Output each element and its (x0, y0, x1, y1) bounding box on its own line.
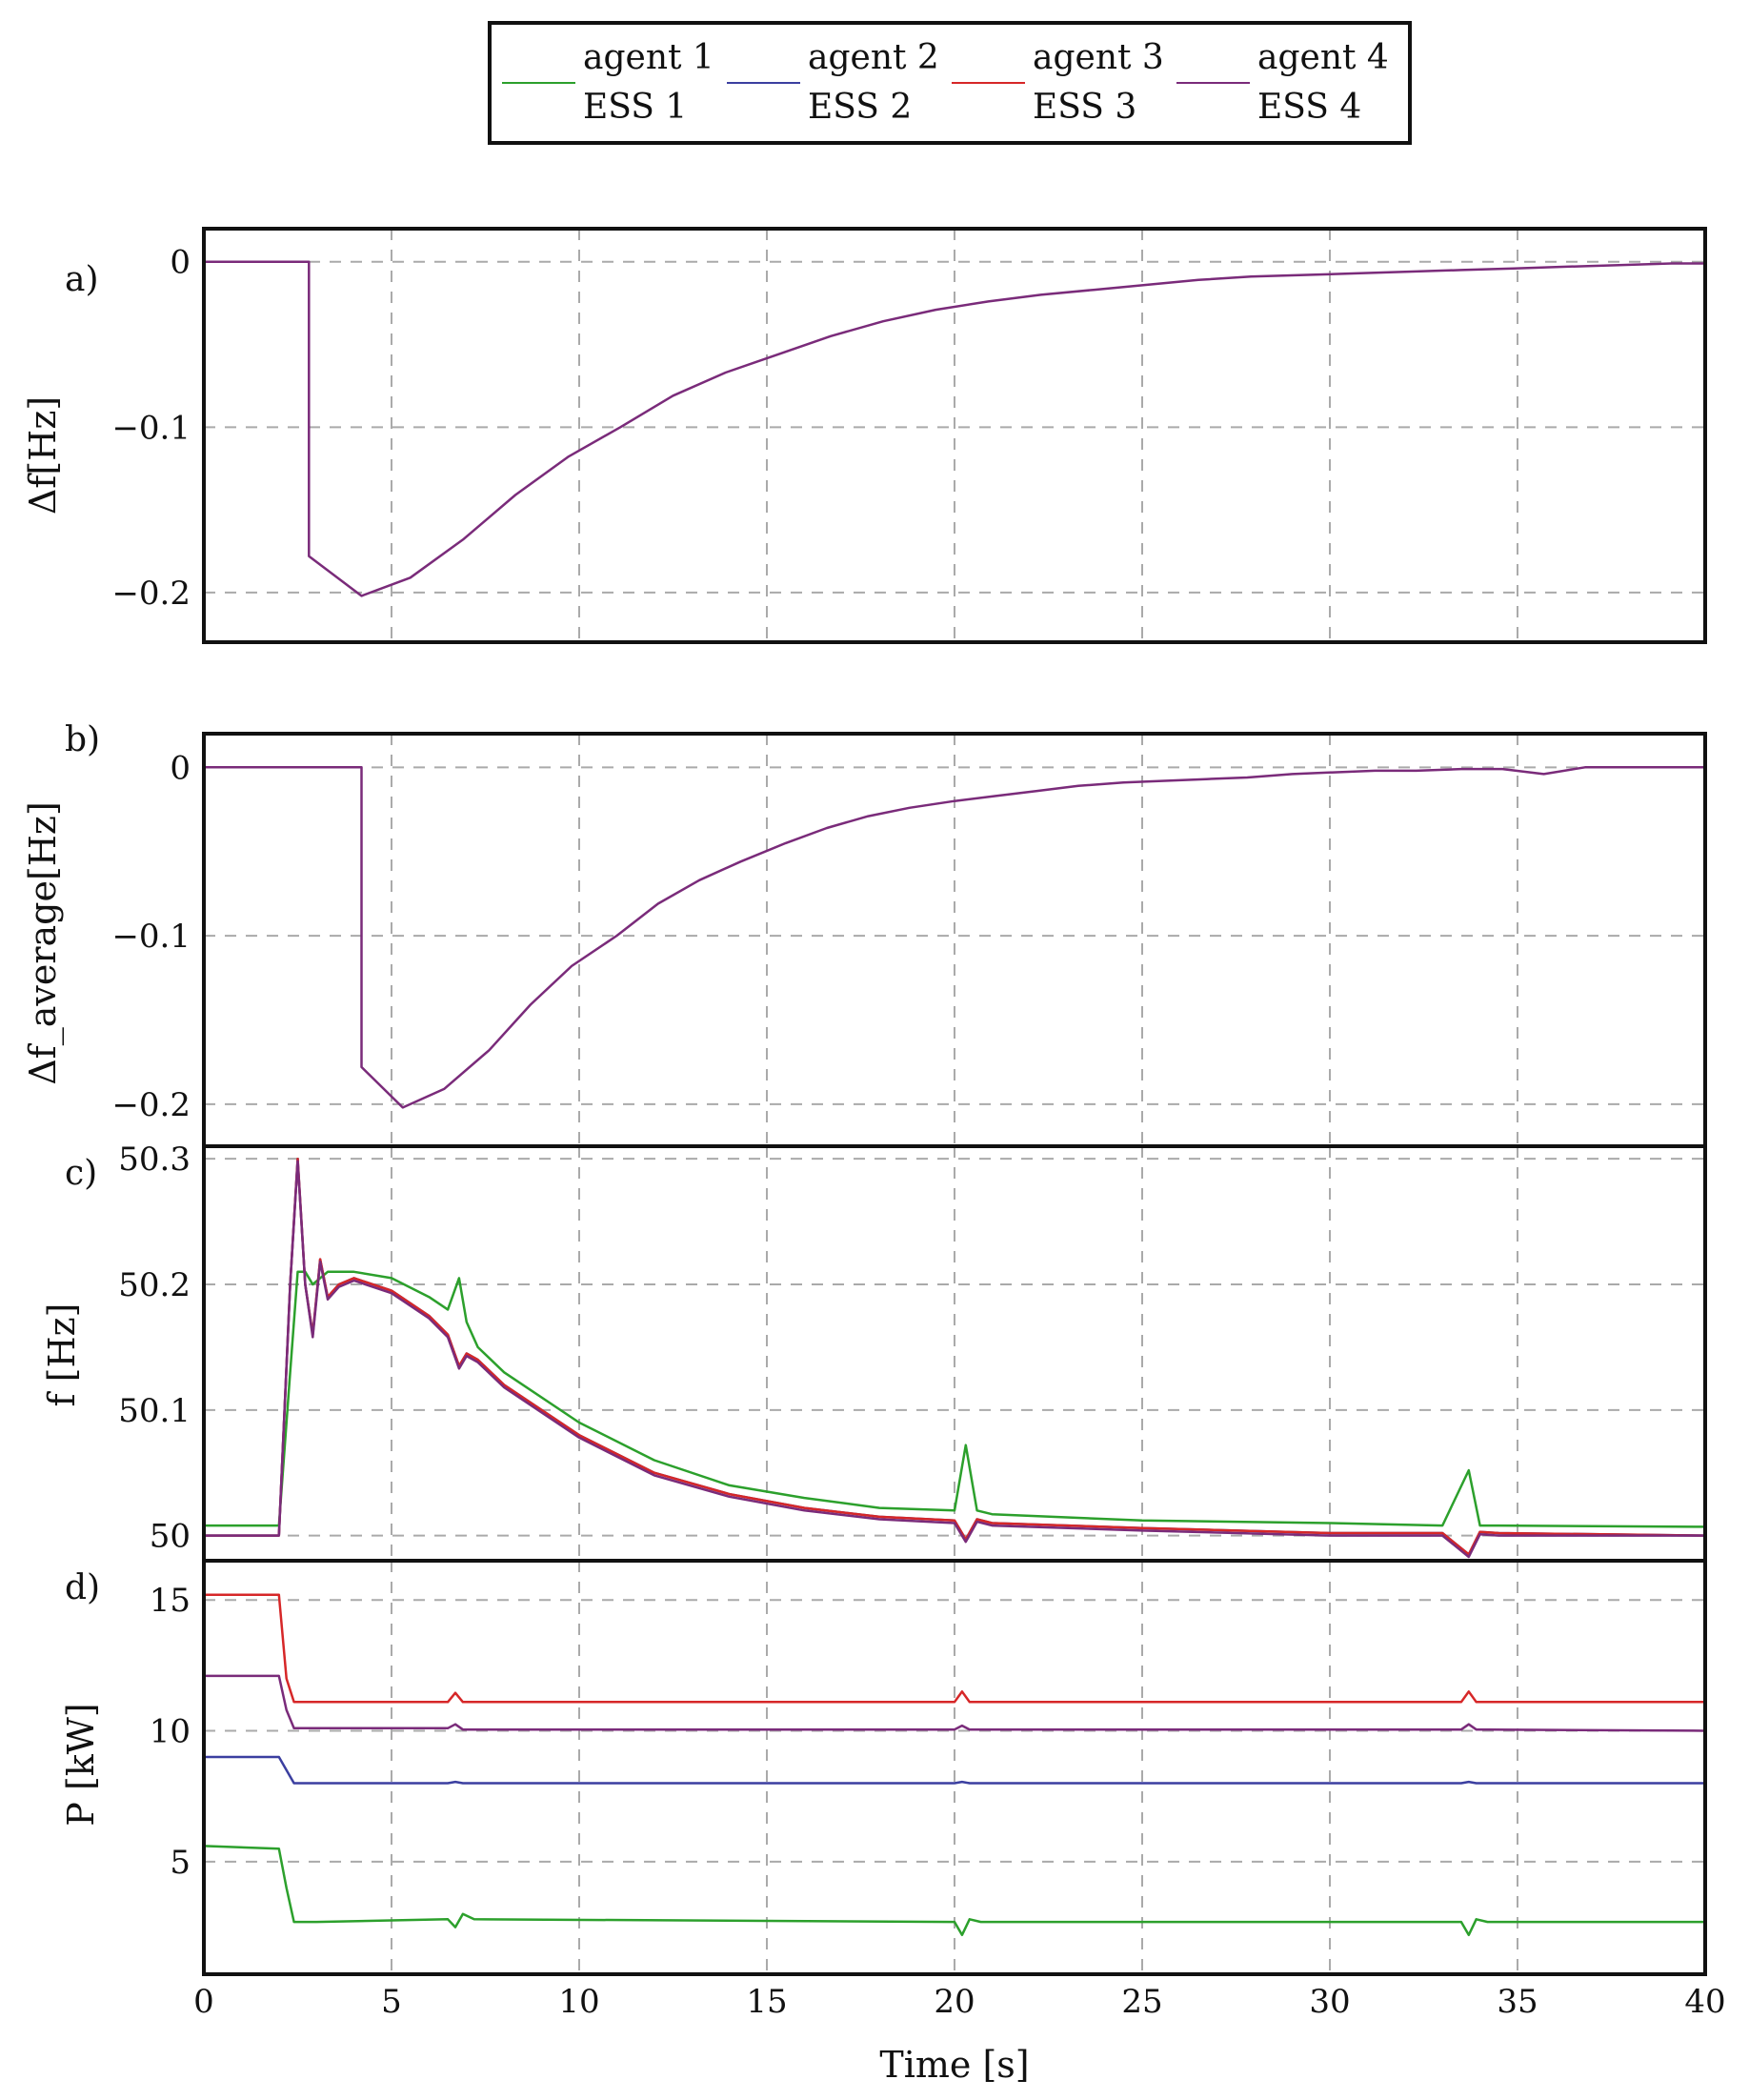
panel-d-yticks: 5 10 15 (150, 1582, 191, 1882)
series-line-ess-1 (203, 1845, 1705, 1937)
y-tick-label: −0.1 (111, 409, 191, 447)
panel-d: d) P [kW] 5 10 15 (60, 1559, 1707, 1976)
panel-a-yticks: 0 −0.1 −0.2 (111, 244, 191, 613)
y-tick-label: 50 (150, 1518, 191, 1556)
series-line-agent-4 (204, 766, 1705, 1109)
panel-b-yticks: 0 −0.1 −0.2 (111, 749, 191, 1123)
panel-d-frame (202, 1559, 1707, 1976)
legend-entry-4: agent 4 ESS 4 (1176, 38, 1389, 127)
legend-entry-3: agent 3 ESS 3 (952, 38, 1164, 127)
x-tick-label: 40 (1684, 1983, 1725, 2021)
legend-label-2a: agent 2 (808, 38, 939, 77)
panel-b-grid (204, 734, 1705, 1146)
panel-c-label: c) (65, 1154, 97, 1193)
panel-c-ylabel: f [Hz] (41, 1303, 83, 1407)
legend-label-4a: agent 4 (1257, 38, 1389, 77)
y-tick-label: −0.2 (111, 575, 191, 613)
panel-a-grid (204, 229, 1705, 642)
x-axis-label: Time [s] (879, 2044, 1029, 2086)
y-tick-label: 50.3 (118, 1141, 191, 1179)
y-tick-label: −0.1 (111, 918, 191, 956)
x-tick-label: 5 (381, 1983, 402, 2021)
x-tick-label: 0 (193, 1983, 214, 2021)
panel-a-series (204, 260, 1705, 597)
y-tick-label: 10 (150, 1713, 191, 1751)
y-tick-label: 0 (170, 749, 191, 787)
panel-b-label: b) (65, 720, 100, 759)
series-line-ess-3 (204, 1593, 1705, 1704)
series-line-ess-4 (204, 1674, 1706, 1732)
legend-label-3b: ESS 3 (1033, 88, 1136, 127)
panel-a: a) Δf[Hz] 0 −0.1 −0.2 (22, 227, 1707, 644)
series-line-agent-4 (204, 1160, 1705, 1559)
panel-a-label: a) (65, 260, 99, 299)
legend-label-2b: ESS 2 (808, 88, 912, 127)
x-tick-label: 25 (1121, 1983, 1162, 2021)
panel-d-label: d) (65, 1568, 100, 1607)
x-axis: 0 5 10 15 20 25 30 35 40 Time [s] (193, 1983, 1725, 2086)
x-tick-label: 20 (934, 1983, 975, 2021)
panel-b: b) Δf_average[Hz] 0 −0.1 −0.2 (22, 720, 1707, 1148)
panel-d-series (203, 1593, 1706, 1937)
series-line-ess-2 (204, 1755, 1705, 1785)
panel-d-ylabel: P [kW] (60, 1703, 102, 1826)
x-tick-labels: 0 5 10 15 20 25 30 35 40 (193, 1983, 1725, 2021)
legend-box (488, 21, 1412, 145)
legend-label-4b: ESS 4 (1257, 88, 1361, 127)
x-tick-label: 30 (1309, 1983, 1350, 2021)
y-tick-label: 15 (150, 1582, 191, 1620)
y-tick-label: 5 (170, 1844, 191, 1882)
panel-c-series (204, 1157, 1706, 1559)
panel-c-grid (204, 1146, 1705, 1561)
panel-c: c) f [Hz] 50 50.1 50.2 50.3 (41, 1141, 1707, 1563)
series-line-agent-1 (204, 1270, 1706, 1528)
panel-a-ylabel: Δf[Hz] (22, 396, 64, 515)
panel-b-frame (202, 732, 1707, 1148)
panel-c-frame (202, 1144, 1707, 1563)
series-line-agent-4 (204, 260, 1705, 597)
y-tick-label: 0 (170, 244, 191, 282)
y-tick-label: 50.2 (118, 1266, 191, 1304)
y-tick-label: 50.1 (118, 1392, 191, 1430)
x-tick-label: 10 (558, 1983, 599, 2021)
x-tick-label: 35 (1497, 1983, 1538, 2021)
legend-entry-2: agent 2 ESS 2 (727, 38, 939, 127)
panel-c-yticks: 50 50.1 50.2 50.3 (118, 1141, 191, 1555)
panel-d-grid (204, 1561, 1705, 1974)
panel-b-ylabel: Δf_average[Hz] (22, 801, 65, 1085)
legend-label-1a: agent 1 (583, 38, 714, 77)
legend-label-3a: agent 3 (1033, 38, 1164, 77)
legend-entry-1: agent 1 ESS 1 (502, 38, 714, 127)
legend-label-1b: ESS 1 (583, 88, 687, 127)
panel-a-frame (202, 227, 1707, 644)
y-tick-label: −0.2 (111, 1086, 191, 1124)
x-tick-label: 15 (746, 1983, 787, 2021)
panel-b-series (204, 766, 1705, 1109)
legend: agent 1 ESS 1 agent 2 ESS 2 agent 3 ESS … (488, 21, 1412, 145)
